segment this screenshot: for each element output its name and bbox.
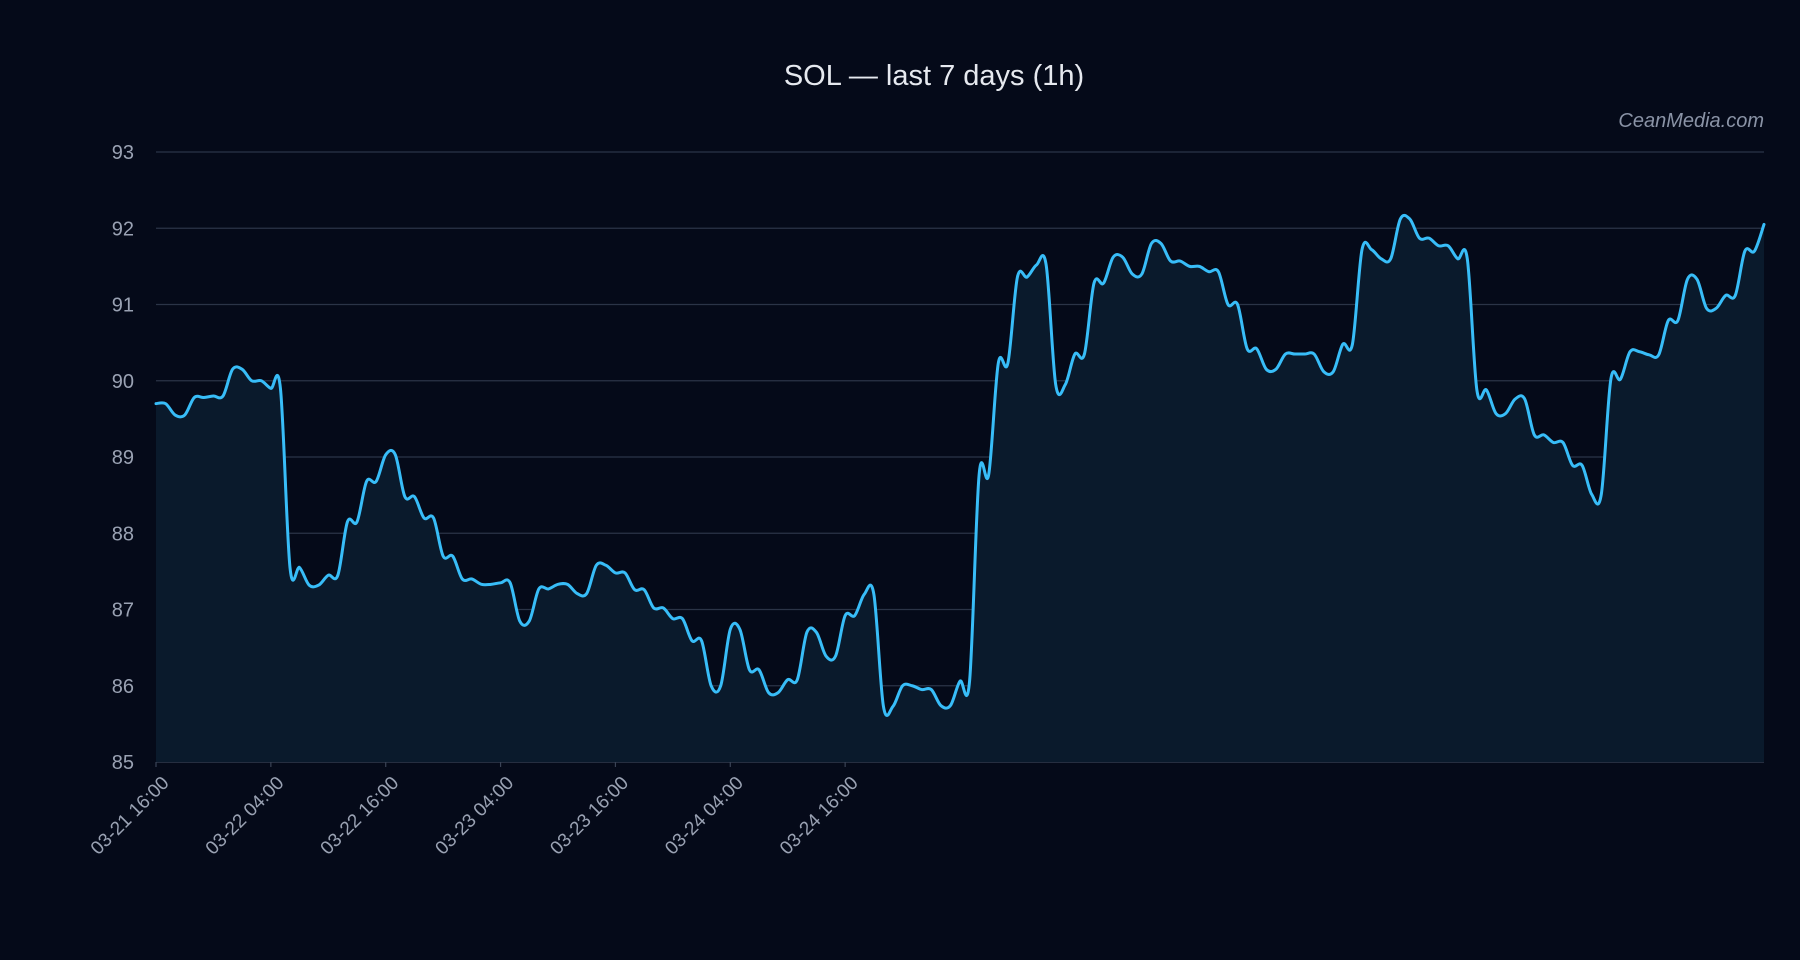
- y-tick-label: 92: [112, 218, 134, 240]
- chart-title: SOL — last 7 days (1h): [784, 60, 1084, 92]
- price-line: [154, 213, 1766, 717]
- y-tick-label: 89: [112, 447, 134, 469]
- y-axis-ticks: 85 86 87 88 89 90 91 92 93: [112, 142, 134, 774]
- y-tick-label: 90: [112, 371, 134, 393]
- price-area: [156, 215, 1764, 762]
- y-tick-label: 87: [112, 600, 134, 622]
- y-tick-label: 91: [112, 295, 134, 317]
- y-tick-label: 93: [112, 142, 134, 164]
- y-tick-label: 86: [112, 676, 134, 698]
- watermark-text: CeanMedia.com: [1618, 110, 1764, 132]
- y-tick-label: 88: [112, 523, 134, 545]
- y-tick-label: 85: [112, 752, 134, 774]
